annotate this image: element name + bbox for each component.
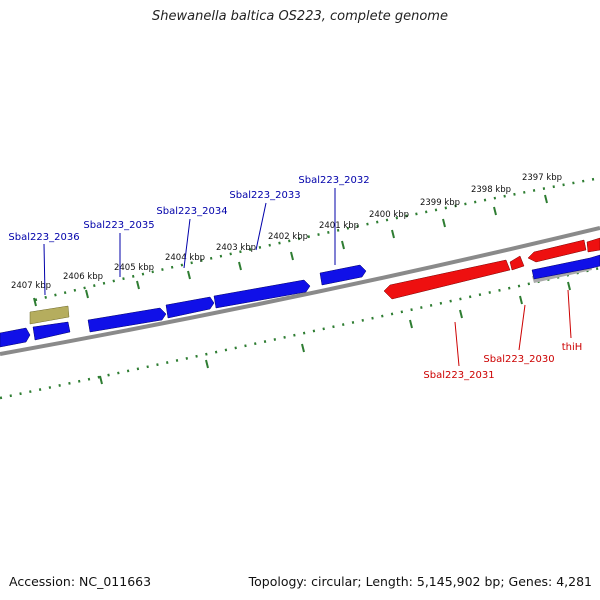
gene-label-sbal223-2035[interactable]: Sbal223_2035 xyxy=(83,220,154,231)
kbp-label: 2406 kbp xyxy=(63,272,103,282)
accession-label: Accession: NC_011663 xyxy=(9,574,152,589)
forward-genes xyxy=(0,264,367,348)
kbp-label: 2402 kbp xyxy=(268,232,308,242)
reverse-gene-labels: Sbal223_2031 Sbal223_2030 thiH xyxy=(423,342,582,381)
gene-sbal223-2030[interactable] xyxy=(509,255,525,271)
gene-sbal223-2036[interactable] xyxy=(29,305,70,325)
genome-summary: Topology: circular; Length: 5,145,902 bp… xyxy=(248,574,592,589)
gene-sbal223-2032[interactable] xyxy=(319,264,367,286)
gene-label-sbal223-2030[interactable]: Sbal223_2030 xyxy=(483,354,554,365)
gene-sbal223-2034[interactable] xyxy=(165,296,215,319)
gene-left-partial[interactable] xyxy=(0,327,31,348)
gene-sbal223-2035[interactable] xyxy=(87,307,167,333)
gene-label-thih[interactable]: thiH xyxy=(562,342,583,353)
gene-red-far-right[interactable] xyxy=(586,237,600,253)
genome-backbone xyxy=(0,226,600,356)
gene-sbal223-2031[interactable] xyxy=(383,259,511,300)
kbp-label: 2401 kbp xyxy=(319,221,359,231)
kbp-label: 2405 kbp xyxy=(114,263,154,273)
major-ticks xyxy=(33,194,571,385)
gene-sbal223-2036-left[interactable] xyxy=(32,321,71,341)
forward-gene-labels: Sbal223_2032 Sbal223_2033 Sbal223_2034 S… xyxy=(8,175,369,243)
reverse-callouts xyxy=(454,289,572,367)
gene-sbal223-2033[interactable] xyxy=(213,279,311,309)
outer-tick-track xyxy=(34,176,600,302)
kbp-label: 2403 kbp xyxy=(216,243,256,253)
gene-label-sbal223-2031[interactable]: Sbal223_2031 xyxy=(423,370,494,381)
kbp-label: 2398 kbp xyxy=(471,185,511,195)
kbp-label: 2400 kbp xyxy=(369,210,409,220)
gene-red-right[interactable] xyxy=(527,239,587,263)
gene-thih[interactable] xyxy=(531,254,600,280)
forward-callouts xyxy=(43,188,336,296)
gene-label-sbal223-2032[interactable]: Sbal223_2032 xyxy=(298,175,369,186)
kbp-label: 2397 kbp xyxy=(522,173,562,183)
gene-label-sbal223-2036[interactable]: Sbal223_2036 xyxy=(8,232,79,243)
gene-label-sbal223-2034[interactable]: Sbal223_2034 xyxy=(156,206,227,217)
genome-title: Shewanella baltica OS223, complete genom… xyxy=(152,9,448,24)
reverse-genes xyxy=(383,237,600,300)
kbp-label: 2399 kbp xyxy=(420,198,460,208)
kbp-label: 2407 kbp xyxy=(11,281,51,291)
gene-label-sbal223-2033[interactable]: Sbal223_2033 xyxy=(229,190,300,201)
